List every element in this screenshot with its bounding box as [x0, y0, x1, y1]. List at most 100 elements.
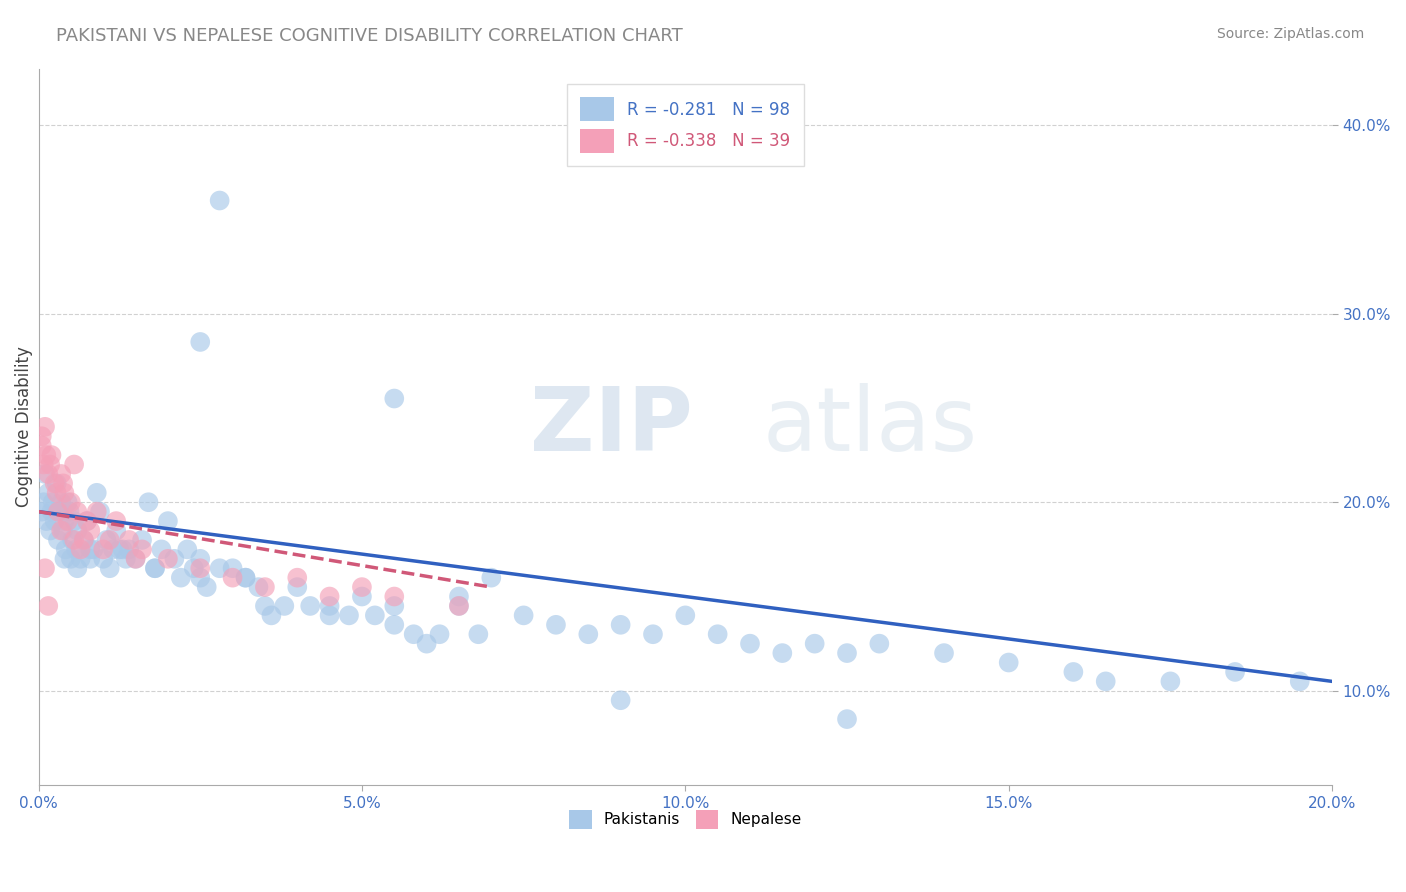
Point: [63, 533, 86, 547]
Point: [429, 627, 451, 641]
Point: [79, 551, 101, 566]
Point: [83, 542, 105, 557]
Point: [108, 542, 131, 557]
Point: [34, 419, 56, 434]
Text: PAKISTANI VS NEPALESE COGNITIVE DISABILITY CORRELATION CHART: PAKISTANI VS NEPALESE COGNITIVE DISABILI…: [56, 27, 683, 45]
Point: [576, 627, 599, 641]
Point: [53, 485, 76, 500]
Point: [609, 617, 631, 632]
Point: [37, 599, 59, 613]
Text: atlas: atlas: [763, 384, 979, 470]
Point: [86, 505, 108, 519]
Point: [183, 561, 205, 575]
Point: [45, 476, 67, 491]
Point: [188, 561, 211, 575]
Point: [79, 524, 101, 538]
Point: [66, 524, 89, 538]
Point: [253, 599, 276, 613]
Point: [51, 495, 73, 509]
Point: [673, 608, 696, 623]
Point: [131, 542, 153, 557]
Point: [65, 542, 87, 557]
Point: [59, 505, 82, 519]
Point: [350, 580, 373, 594]
Point: [115, 551, 138, 566]
Point: [544, 617, 567, 632]
Point: [138, 495, 160, 509]
Point: [69, 542, 91, 557]
Point: [44, 514, 66, 528]
Point: [235, 571, 257, 585]
Point: [46, 505, 69, 519]
Point: [253, 580, 276, 594]
Point: [997, 656, 1019, 670]
Point: [170, 571, 193, 585]
Point: [156, 514, 179, 528]
Point: [221, 561, 243, 575]
Point: [105, 524, 128, 538]
Point: [31, 439, 53, 453]
Point: [55, 542, 77, 557]
Point: [641, 627, 664, 641]
Point: [53, 551, 76, 566]
Point: [79, 542, 101, 557]
Point: [73, 533, 96, 547]
Point: [447, 599, 470, 613]
Point: [150, 542, 173, 557]
Point: [48, 505, 70, 519]
Point: [91, 542, 114, 557]
Point: [96, 533, 118, 547]
Point: [1094, 674, 1116, 689]
Point: [415, 637, 437, 651]
Point: [98, 561, 121, 575]
Point: [124, 551, 146, 566]
Point: [195, 580, 218, 594]
Legend: Pakistanis, Nepalese: Pakistanis, Nepalese: [562, 804, 808, 835]
Point: [101, 542, 124, 557]
Point: [34, 561, 56, 575]
Point: [479, 571, 502, 585]
Point: [60, 533, 83, 547]
Point: [52, 524, 75, 538]
Point: [285, 571, 308, 585]
Point: [39, 524, 62, 538]
Point: [52, 476, 75, 491]
Point: [382, 590, 405, 604]
Point: [91, 551, 114, 566]
Point: [124, 551, 146, 566]
Point: [63, 458, 86, 472]
Point: [163, 551, 186, 566]
Point: [176, 542, 198, 557]
Point: [1223, 665, 1246, 679]
Point: [76, 514, 98, 528]
Point: [51, 467, 73, 481]
Point: [835, 646, 858, 660]
Point: [803, 637, 825, 651]
Point: [868, 637, 890, 651]
Point: [1062, 665, 1084, 679]
Point: [34, 467, 56, 481]
Point: [39, 458, 62, 472]
Point: [118, 542, 141, 557]
Point: [318, 590, 340, 604]
Point: [53, 514, 76, 528]
Point: [208, 561, 231, 575]
Point: [318, 608, 340, 623]
Point: [382, 599, 405, 613]
Point: [35, 514, 58, 528]
Point: [932, 646, 955, 660]
Point: [59, 551, 82, 566]
Point: [41, 448, 63, 462]
Point: [31, 429, 53, 443]
Point: [118, 533, 141, 547]
Point: [51, 524, 73, 538]
Y-axis label: Cognitive Disability: Cognitive Disability: [15, 346, 32, 508]
Point: [45, 485, 67, 500]
Point: [273, 599, 295, 613]
Point: [364, 608, 387, 623]
Point: [609, 693, 631, 707]
Point: [1288, 674, 1310, 689]
Point: [835, 712, 858, 726]
Point: [247, 580, 270, 594]
Point: [46, 533, 69, 547]
